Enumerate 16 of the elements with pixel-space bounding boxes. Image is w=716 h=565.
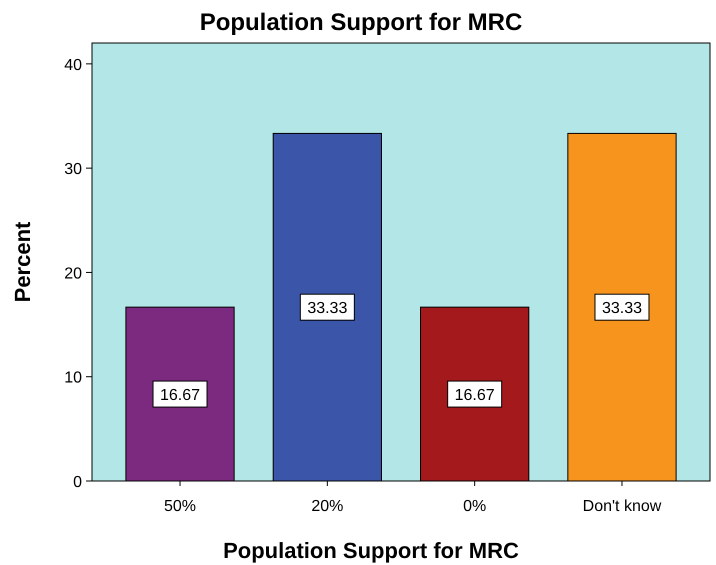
x-tick-label: 20% — [311, 498, 344, 515]
data-label: 33.33 — [602, 300, 642, 318]
chart-title: Population Support for MRC — [200, 9, 522, 36]
y-tick-label: 40 — [64, 56, 82, 74]
data-label: 33.33 — [307, 300, 348, 318]
y-axis-title: Percent — [10, 220, 35, 302]
data-label: 16.67 — [454, 387, 495, 404]
x-tick-label: Don't know — [582, 498, 662, 515]
x-tick-label: 0% — [463, 498, 486, 515]
y-tick-label: 10 — [64, 370, 82, 387]
y-tick-label: 20 — [64, 265, 82, 282]
x-axis-title: Population Support for MRC — [223, 538, 519, 563]
y-tick-label: 30 — [64, 161, 82, 178]
y-tick-label: 0 — [73, 474, 82, 491]
data-label: 16.67 — [160, 387, 200, 404]
x-tick-label: 50% — [164, 498, 196, 515]
